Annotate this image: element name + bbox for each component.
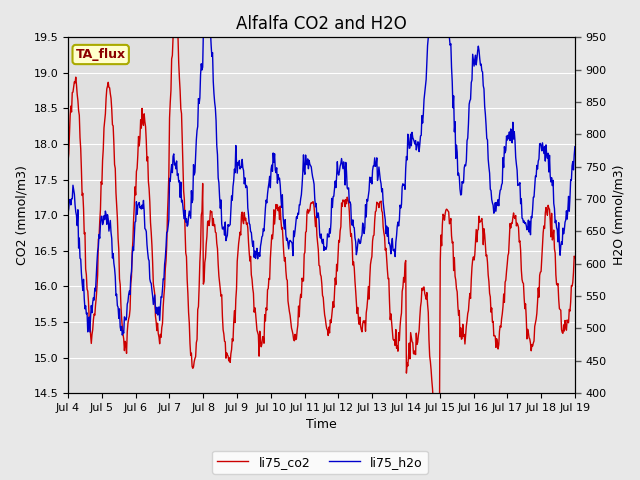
Text: TA_flux: TA_flux xyxy=(76,48,125,61)
li75_co2 xyxy=(169,35,177,40)
li75_co2 xyxy=(398,288,406,294)
li75_h2o xyxy=(118,332,126,338)
Y-axis label: H2O (mmol/m3): H2O (mmol/m3) xyxy=(612,165,625,265)
li75_h2o xyxy=(384,225,392,230)
Y-axis label: CO2 (mmol/m3): CO2 (mmol/m3) xyxy=(15,165,28,265)
li75_h2o xyxy=(178,199,186,205)
li75_co2 xyxy=(125,313,133,319)
Title: Alfalfa CO2 and H2O: Alfalfa CO2 and H2O xyxy=(236,15,407,33)
li75_h2o xyxy=(74,223,81,228)
X-axis label: Time: Time xyxy=(306,419,337,432)
li75_co2 xyxy=(429,397,437,403)
li75_h2o xyxy=(571,144,579,150)
li75_co2 xyxy=(178,111,186,117)
Line: li75_h2o: li75_h2o xyxy=(68,31,575,335)
li75_co2 xyxy=(571,254,579,260)
li75_co2 xyxy=(204,218,212,224)
li75_h2o xyxy=(399,181,407,187)
li75_h2o xyxy=(126,291,134,297)
li75_h2o xyxy=(200,28,207,34)
li75_co2 xyxy=(74,92,81,97)
Line: li75_co2: li75_co2 xyxy=(68,37,575,400)
li75_h2o xyxy=(205,28,213,34)
li75_co2 xyxy=(383,267,391,273)
li75_h2o xyxy=(64,211,72,216)
Legend: li75_co2, li75_h2o: li75_co2, li75_h2o xyxy=(212,451,428,474)
li75_co2 xyxy=(64,158,72,164)
